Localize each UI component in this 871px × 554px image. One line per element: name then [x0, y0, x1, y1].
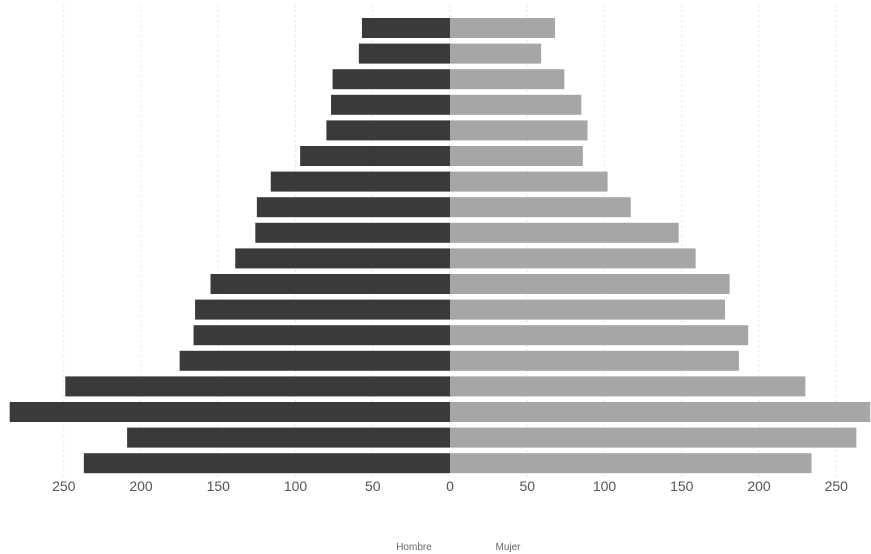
bar-hombre	[256, 197, 450, 218]
bar-mujer	[450, 350, 739, 371]
bar-mujer	[450, 248, 696, 269]
bar-hombre	[331, 94, 450, 115]
legend-label-hombre: Hombre	[396, 542, 432, 553]
x-tick-label: 200	[747, 478, 771, 494]
bar-hombre	[300, 146, 450, 166]
bar-hombre	[255, 222, 450, 243]
x-tick-label: 100	[593, 478, 617, 494]
bars-hombre	[9, 18, 451, 474]
x-tick-label: 150	[670, 478, 694, 494]
bar-mujer	[450, 325, 749, 346]
x-tick-label: 0	[446, 478, 454, 494]
bar-mujer	[450, 274, 730, 294]
x-tick-label: 200	[129, 478, 153, 494]
bar-hombre	[235, 248, 450, 269]
bar-hombre	[83, 453, 451, 474]
x-tick-label: 250	[825, 478, 849, 494]
x-axis-ticks: 250 200 150 100 50 0 50 100 150 200 250	[52, 478, 848, 494]
x-tick-label: 100	[284, 478, 308, 494]
bar-mujer	[450, 120, 588, 141]
bar-hombre	[195, 299, 450, 320]
bar-hombre	[332, 69, 450, 90]
bar-hombre	[65, 376, 451, 397]
bar-mujer	[450, 427, 857, 448]
bar-hombre	[210, 274, 450, 294]
bar-hombre	[270, 171, 450, 192]
bar-hombre	[358, 43, 450, 64]
bar-hombre	[127, 427, 450, 448]
bar-mujer	[450, 43, 542, 64]
bar-mujer	[450, 171, 608, 192]
x-tick-label: 50	[365, 478, 381, 494]
bar-mujer	[450, 146, 583, 166]
legend-label-mujer: Mujer	[495, 542, 521, 553]
bar-mujer	[450, 94, 582, 115]
bar-mujer	[450, 376, 806, 397]
bar-hombre	[193, 325, 450, 346]
bar-hombre	[179, 350, 450, 371]
bar-mujer	[450, 197, 631, 218]
bar-mujer	[450, 402, 871, 422]
bar-hombre	[326, 120, 450, 141]
bar-mujer	[450, 18, 556, 38]
bar-hombre	[9, 402, 451, 422]
bars-mujer	[450, 18, 871, 474]
bar-mujer	[450, 222, 679, 243]
bar-mujer	[450, 299, 726, 320]
x-tick-label: 50	[519, 478, 535, 494]
bar-hombre	[361, 18, 450, 38]
x-tick-label: 150	[207, 478, 231, 494]
x-tick-label: 250	[52, 478, 76, 494]
bar-mujer	[450, 453, 812, 474]
legend: Hombre Mujer	[396, 542, 521, 553]
bar-mujer	[450, 69, 565, 90]
